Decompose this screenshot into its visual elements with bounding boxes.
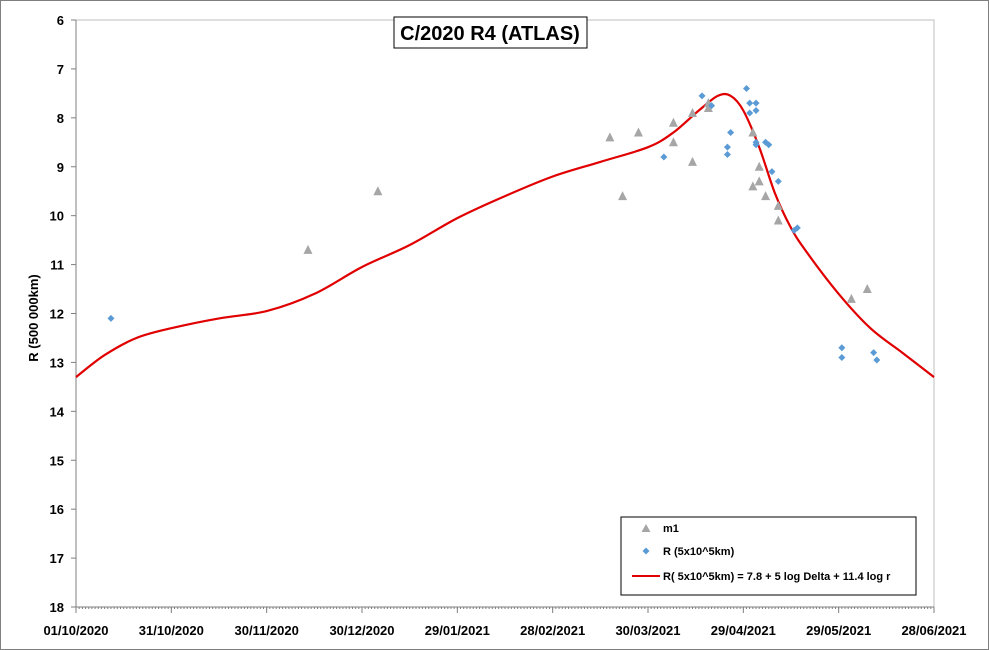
x-tick-label: 31/10/2020: [139, 623, 204, 638]
r-point: [765, 141, 773, 149]
r-point: [774, 177, 782, 185]
legend: m1 R (5x10^5km) R( 5x10^5km) = 7.8 + 5 l…: [620, 516, 917, 596]
x-tick-label: 28/02/2021: [520, 623, 585, 638]
legend-label-r: R (5x10^5km): [663, 546, 735, 558]
y-tick-label: 15: [50, 453, 64, 468]
m1-point: [703, 103, 713, 113]
x-tick-label: 01/10/2020: [43, 623, 108, 638]
r-point: [838, 344, 846, 352]
m1-point: [618, 191, 628, 201]
r-point: [768, 168, 776, 176]
m1-point: [687, 156, 697, 166]
m1-point: [668, 117, 678, 127]
r-point: [752, 106, 760, 114]
y-tick-label: 18: [50, 600, 64, 615]
r-point: [870, 349, 878, 357]
m1-point: [668, 137, 678, 147]
m1-point: [605, 132, 615, 142]
y-tick-label: 13: [50, 355, 64, 370]
m1-point: [761, 191, 771, 201]
r-point: [698, 92, 706, 100]
x-tick-label: 28/06/2021: [901, 623, 966, 638]
chart-title-box: [393, 16, 588, 49]
plot-area: [75, 19, 935, 608]
y-tick-label: 6: [57, 13, 64, 28]
x-tick-label: 30/12/2020: [329, 623, 394, 638]
r-point: [723, 143, 731, 151]
y-tick-label: 14: [50, 404, 65, 419]
m1-point: [846, 293, 856, 303]
r-point: [708, 102, 716, 110]
r-point: [107, 314, 115, 322]
r-point: [752, 99, 760, 107]
r-point: [752, 141, 760, 149]
y-tick-label: 7: [57, 62, 64, 77]
r-point: [660, 153, 668, 161]
m1-point: [748, 181, 758, 191]
legend-label-m1: m1: [663, 523, 679, 535]
r-point: [723, 151, 731, 159]
m1-point: [862, 284, 872, 294]
legend-item-m1: m1: [641, 523, 679, 535]
legend-item-r: R (5x10^5km): [642, 546, 735, 558]
x-tick-label: 29/01/2021: [425, 623, 490, 638]
x-tick-label: 30/03/2021: [615, 623, 680, 638]
x-tick-label: 29/04/2021: [711, 623, 776, 638]
m1-point: [687, 107, 697, 117]
series-layer: [75, 84, 935, 378]
m1-point: [303, 244, 313, 254]
r-point: [838, 354, 846, 362]
r-point: [873, 356, 881, 364]
r-point: [793, 224, 801, 232]
m1-point: [633, 127, 643, 137]
y-axis-label: R (500 000km): [26, 274, 41, 361]
x-tick-label: 30/11/2020: [234, 623, 298, 638]
m1-point: [373, 186, 383, 196]
m1-point: [773, 215, 783, 225]
chart-title-group: C/2020 R4 (ATLAS): [393, 16, 588, 49]
legend-item-model: R( 5x10^5km) = 7.8 + 5 log Delta + 11.4 …: [632, 571, 891, 583]
m1-point: [773, 200, 783, 210]
x-tick-label: 29/05/2021: [806, 623, 871, 638]
y-tick-label: 17: [50, 551, 64, 566]
m1-point: [748, 127, 758, 137]
y-tick-label: 10: [50, 209, 64, 224]
r-point: [746, 99, 754, 107]
y-tick-label: 11: [50, 258, 64, 273]
y-tick-label: 12: [50, 307, 64, 322]
m1-point: [754, 176, 764, 186]
legend-box: [620, 516, 917, 596]
r-point: [743, 84, 751, 92]
r-point: [746, 109, 754, 117]
y-tick-label: 16: [50, 502, 64, 517]
model-curve: [75, 92, 935, 378]
m1-point: [754, 161, 764, 171]
chart-title: C/2020 R4 (ATLAS): [400, 23, 580, 45]
legend-marker-triangle: [641, 524, 651, 532]
y-tick-label: 8: [57, 111, 64, 126]
r-point: [727, 129, 735, 137]
legend-label-model: R( 5x10^5km) = 7.8 + 5 log Delta + 11.4 …: [663, 571, 891, 583]
legend-marker-diamond: [642, 547, 650, 555]
axes: 6 7 8 9 10 11 12 13 14 15 16 17 18 01/10/2020 31/10/20…: [43, 13, 966, 638]
y-tick-label: 9: [57, 160, 64, 175]
